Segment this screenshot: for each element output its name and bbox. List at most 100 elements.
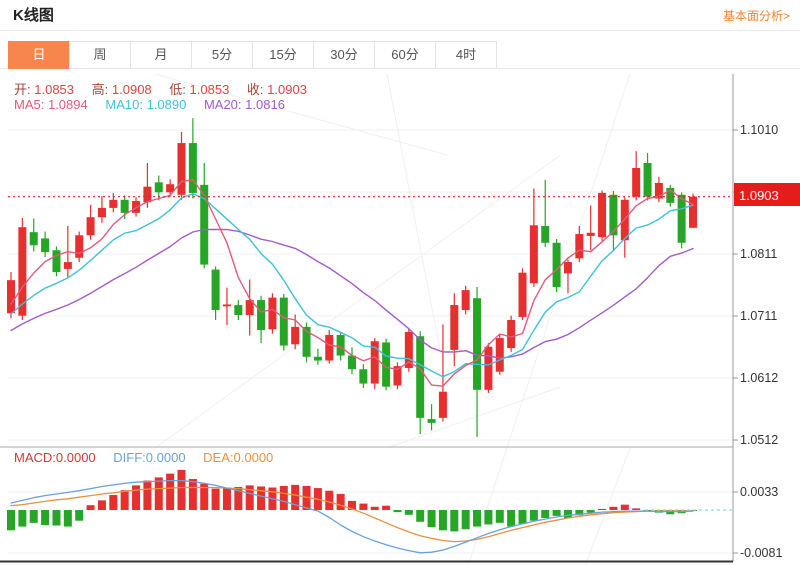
macd-bar-down: [393, 510, 402, 513]
macd-bar-down: [541, 510, 550, 519]
macd-bar-down: [529, 510, 538, 521]
macd-bar-up: [234, 487, 243, 510]
macd-bar-up: [302, 485, 311, 510]
current-price-badge-text: 1.0903: [739, 188, 779, 203]
macd-bar-up: [166, 473, 175, 510]
macd-bar-up: [132, 485, 141, 510]
candle-body-up: [245, 300, 254, 316]
macd-bar-up: [211, 488, 220, 510]
macd-bar-up: [348, 500, 356, 510]
page-title: K线图: [13, 7, 54, 24]
ma10-line: [10, 193, 694, 378]
diff-line: [10, 479, 694, 554]
ma5-line: [10, 179, 694, 387]
candle-body-down: [666, 187, 675, 203]
candle-body-down: [120, 199, 129, 213]
candle-body-up: [563, 262, 572, 274]
macd-bar-down: [63, 510, 72, 527]
vertical-gridline: [386, 386, 561, 449]
macd-bar-down: [416, 510, 425, 522]
candle-body-down: [234, 305, 243, 316]
macd-bar-up: [359, 503, 368, 510]
candle-body-up: [689, 196, 697, 228]
macd-bar-down: [18, 510, 27, 527]
macd-bar-down: [75, 510, 84, 521]
tab-day[interactable]: 日: [8, 41, 70, 69]
macd-bar-up: [620, 504, 629, 510]
candle-body-down: [677, 194, 686, 243]
macd-bar-up: [188, 478, 197, 510]
ma-legend: MA5: 1.0894 MA10: 1.0890 MA20: 1.0816: [14, 97, 299, 112]
macd-bar-up: [257, 486, 266, 510]
tab-week[interactable]: 周: [69, 41, 131, 69]
macd-bar-up: [177, 469, 186, 510]
macd-bar-down: [450, 510, 459, 532]
candle-body-down: [552, 242, 561, 288]
macd-bar-down: [518, 510, 527, 524]
candle-body-up: [7, 280, 15, 314]
ma20-line: [10, 228, 694, 359]
price-axis-label: 1.0711: [740, 309, 777, 323]
candle-body-up: [177, 143, 186, 195]
macd-bar-up: [200, 483, 209, 510]
tab-month[interactable]: 月: [130, 41, 192, 69]
candle-body-down: [302, 326, 311, 357]
price-axis-label: 1.0811: [740, 247, 777, 261]
macd-bar-down: [563, 510, 572, 519]
candle-body-down: [473, 298, 482, 390]
candle-body-down: [188, 143, 197, 193]
ma10-readout: MA10: 1.0890: [105, 97, 187, 112]
macd-bar-up: [109, 495, 118, 510]
price-axis-label: 1.1010: [740, 123, 778, 137]
candle-body-down: [52, 250, 61, 273]
macd-readout: MACD:0.0000: [14, 450, 96, 465]
candle-body-down: [416, 336, 425, 418]
candle-body-up: [438, 391, 447, 418]
candle-body-up: [222, 304, 231, 307]
macd-bar-up: [370, 506, 379, 510]
macd-bar-up: [279, 485, 288, 510]
tab-5min[interactable]: 5分: [191, 41, 253, 69]
candle-body-down: [200, 184, 209, 265]
vertical-gridline: [154, 154, 561, 449]
macd-bar-up: [120, 490, 129, 510]
tab-4hour[interactable]: 4时: [435, 41, 497, 69]
diff-readout: DIFF:0.0000: [113, 450, 186, 465]
macd-bar-down: [586, 510, 595, 513]
candle-body-up: [598, 192, 607, 238]
candle-body-up: [268, 297, 277, 330]
candle-body-down: [29, 232, 38, 246]
macd-bar-down: [473, 510, 482, 527]
tab-60min[interactable]: 60分: [374, 41, 436, 69]
candle-body-down: [541, 225, 550, 243]
candle-body-up: [86, 217, 95, 236]
candle-body-up: [461, 290, 470, 311]
candle-body-up: [518, 272, 527, 317]
macd-legend: MACD:0.0000 DIFF:0.0000 DEA:0.0000: [14, 450, 287, 465]
macd-bar-down: [552, 510, 561, 516]
candle-body-up: [132, 201, 141, 213]
candle-body-up: [393, 366, 402, 386]
tab-15min[interactable]: 15分: [252, 41, 314, 69]
vertical-gridline: [584, 447, 631, 565]
candle-body-down: [609, 194, 618, 236]
macd-bar-down: [484, 510, 493, 525]
candle-body-up: [404, 331, 413, 369]
macd-bar-down: [575, 510, 584, 516]
candle-body-up: [507, 320, 516, 349]
candle-body-up: [495, 338, 504, 372]
macd-bar-down: [438, 510, 447, 531]
macd-bar-up: [632, 508, 641, 510]
period-tab-bar: 日 周 月 5分 15分 30分 60分 4时: [8, 41, 497, 69]
candle-body-down: [336, 334, 345, 356]
macd-bar-up: [336, 493, 345, 510]
price-axis-label: 1.0512: [740, 433, 778, 447]
macd-bar-down: [507, 510, 516, 527]
candle-body-up: [166, 184, 175, 193]
tab-30min[interactable]: 30分: [313, 41, 375, 69]
candle-body-up: [143, 186, 152, 203]
low-readout: 低: 1.0853: [169, 82, 230, 97]
fundamental-analysis-link[interactable]: 基本面分析>: [722, 9, 790, 23]
macd-bar-up: [291, 484, 300, 510]
